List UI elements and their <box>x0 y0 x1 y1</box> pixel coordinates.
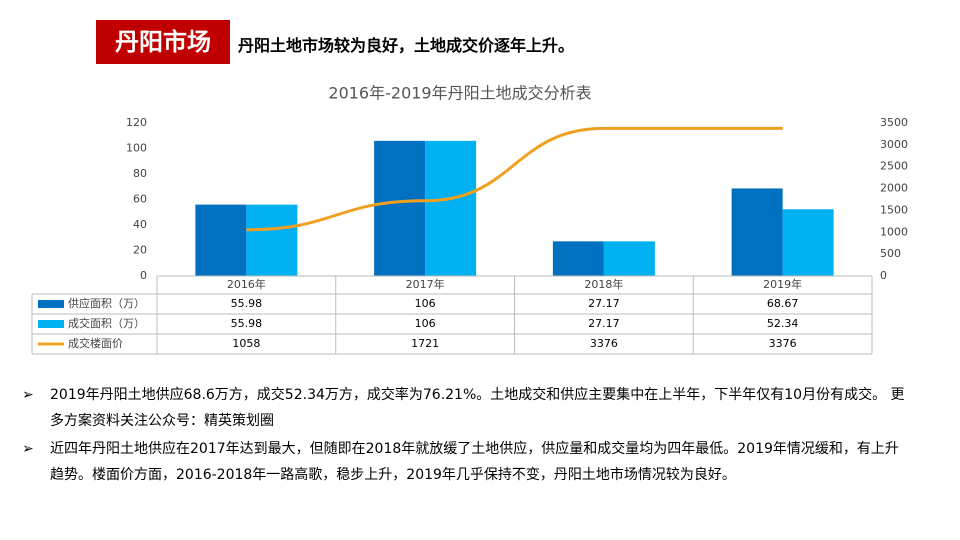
table-cell: 55.98 <box>231 297 263 310</box>
x-tick-label: 2018年 <box>584 277 623 291</box>
table-cell: 3376 <box>590 337 618 350</box>
y2-tick-label: 1500 <box>880 203 908 216</box>
y2-tick-label: 3000 <box>880 138 908 151</box>
bar <box>425 140 477 276</box>
table-cell: 3376 <box>769 337 797 350</box>
line <box>246 126 783 232</box>
legend-swatch <box>38 300 64 308</box>
bullet: 近四年丹阳土地供应在2017年达到最大，但随即在2018年就放缓了土地供应，供应… <box>22 436 912 488</box>
y2-tick-label: 500 <box>880 247 901 260</box>
bullet: 2019年丹阳土地供应68.6万方，成交52.34万方，成交率为76.21%。土… <box>22 382 912 434</box>
table-cell: 106 <box>415 317 436 330</box>
chart-title: 2016年-2019年丹阳土地成交分析表 <box>328 84 591 103</box>
bar <box>782 209 834 276</box>
x-tick-label: 2016年 <box>227 277 266 291</box>
legend-swatch <box>38 320 64 328</box>
bar <box>195 204 247 276</box>
y2-tick-label: 0 <box>880 269 887 282</box>
legend-label: 供应面积（万） <box>68 296 145 310</box>
chart: 2016年-2019年丹阳土地成交分析表 0 20 40 60 80 100 120 0 500… <box>31 84 908 355</box>
section-tag: 丹阳市场 <box>96 20 230 64</box>
table-cell: 27.17 <box>588 317 620 330</box>
bar <box>731 188 783 276</box>
legend-label: 成交楼面价 <box>68 336 123 350</box>
headline: 丹阳土地市场较为良好，土地成交价逐年上升。 <box>238 36 575 55</box>
table-cell: 1058 <box>232 337 260 350</box>
bar <box>374 140 426 276</box>
bar <box>603 241 655 276</box>
legend-label: 成交面积（万） <box>68 316 145 330</box>
y-tick-label: 80 <box>133 167 147 180</box>
table-cell: 27.17 <box>588 297 620 310</box>
x-tick-label: 2017年 <box>406 277 445 291</box>
y2-tick-label: 2000 <box>880 182 908 195</box>
y-tick-label: 60 <box>133 193 147 206</box>
y-tick-label: 0 <box>140 269 147 282</box>
y-tick-label: 120 <box>126 116 147 129</box>
y-tick-label: 40 <box>133 218 147 231</box>
y-tick-label: 100 <box>126 142 147 155</box>
x-tick-label: 2019年 <box>763 277 802 291</box>
bar <box>552 241 604 276</box>
bar <box>246 204 298 276</box>
y-tick-label: 20 <box>133 244 147 257</box>
y2-tick-label: 1000 <box>880 225 908 238</box>
y2-tick-label: 2500 <box>880 160 908 173</box>
table-cell: 1721 <box>411 337 439 350</box>
table-cell: 68.67 <box>767 297 799 310</box>
table-cell: 52.34 <box>767 317 799 330</box>
table-cell: 106 <box>415 297 436 310</box>
table-cell: 55.98 <box>231 317 263 330</box>
y2-tick-label: 3500 <box>880 116 908 129</box>
bullets: 2019年丹阳土地供应68.6万方，成交52.34万方，成交率为76.21%。土… <box>22 382 912 490</box>
